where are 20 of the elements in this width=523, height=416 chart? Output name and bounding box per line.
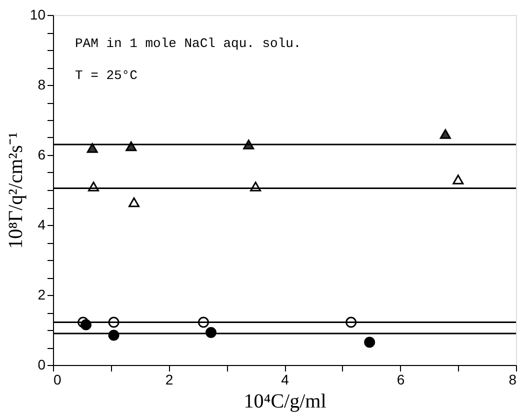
y-tick-label: 8 <box>38 76 46 92</box>
y-tick-label: 2 <box>38 286 46 302</box>
point <box>440 129 451 139</box>
point <box>452 174 464 184</box>
annotation: PAM in 1 mole NaCl aqu. solu. <box>75 36 302 51</box>
annotation: T = 25°C <box>75 68 138 83</box>
x-tick-label: 8 <box>508 372 517 388</box>
y-tick-label: 10 <box>30 6 46 22</box>
point <box>86 143 98 153</box>
point <box>364 336 376 348</box>
point <box>128 197 140 208</box>
y-tick-label: 0 <box>38 356 46 372</box>
y-tick-label: 4 <box>38 216 46 232</box>
x-tick-label: 0 <box>54 372 62 388</box>
x-axis-title: 10⁴C/g/ml <box>244 390 327 412</box>
y-axis-title: 10⁸Γ/q²/cm²s⁻¹ <box>4 132 27 249</box>
x-tick-label: 4 <box>281 372 290 388</box>
x-tick-label: 2 <box>165 372 174 388</box>
x-tick-label: 6 <box>396 372 405 388</box>
y-tick-label: 6 <box>38 146 46 162</box>
